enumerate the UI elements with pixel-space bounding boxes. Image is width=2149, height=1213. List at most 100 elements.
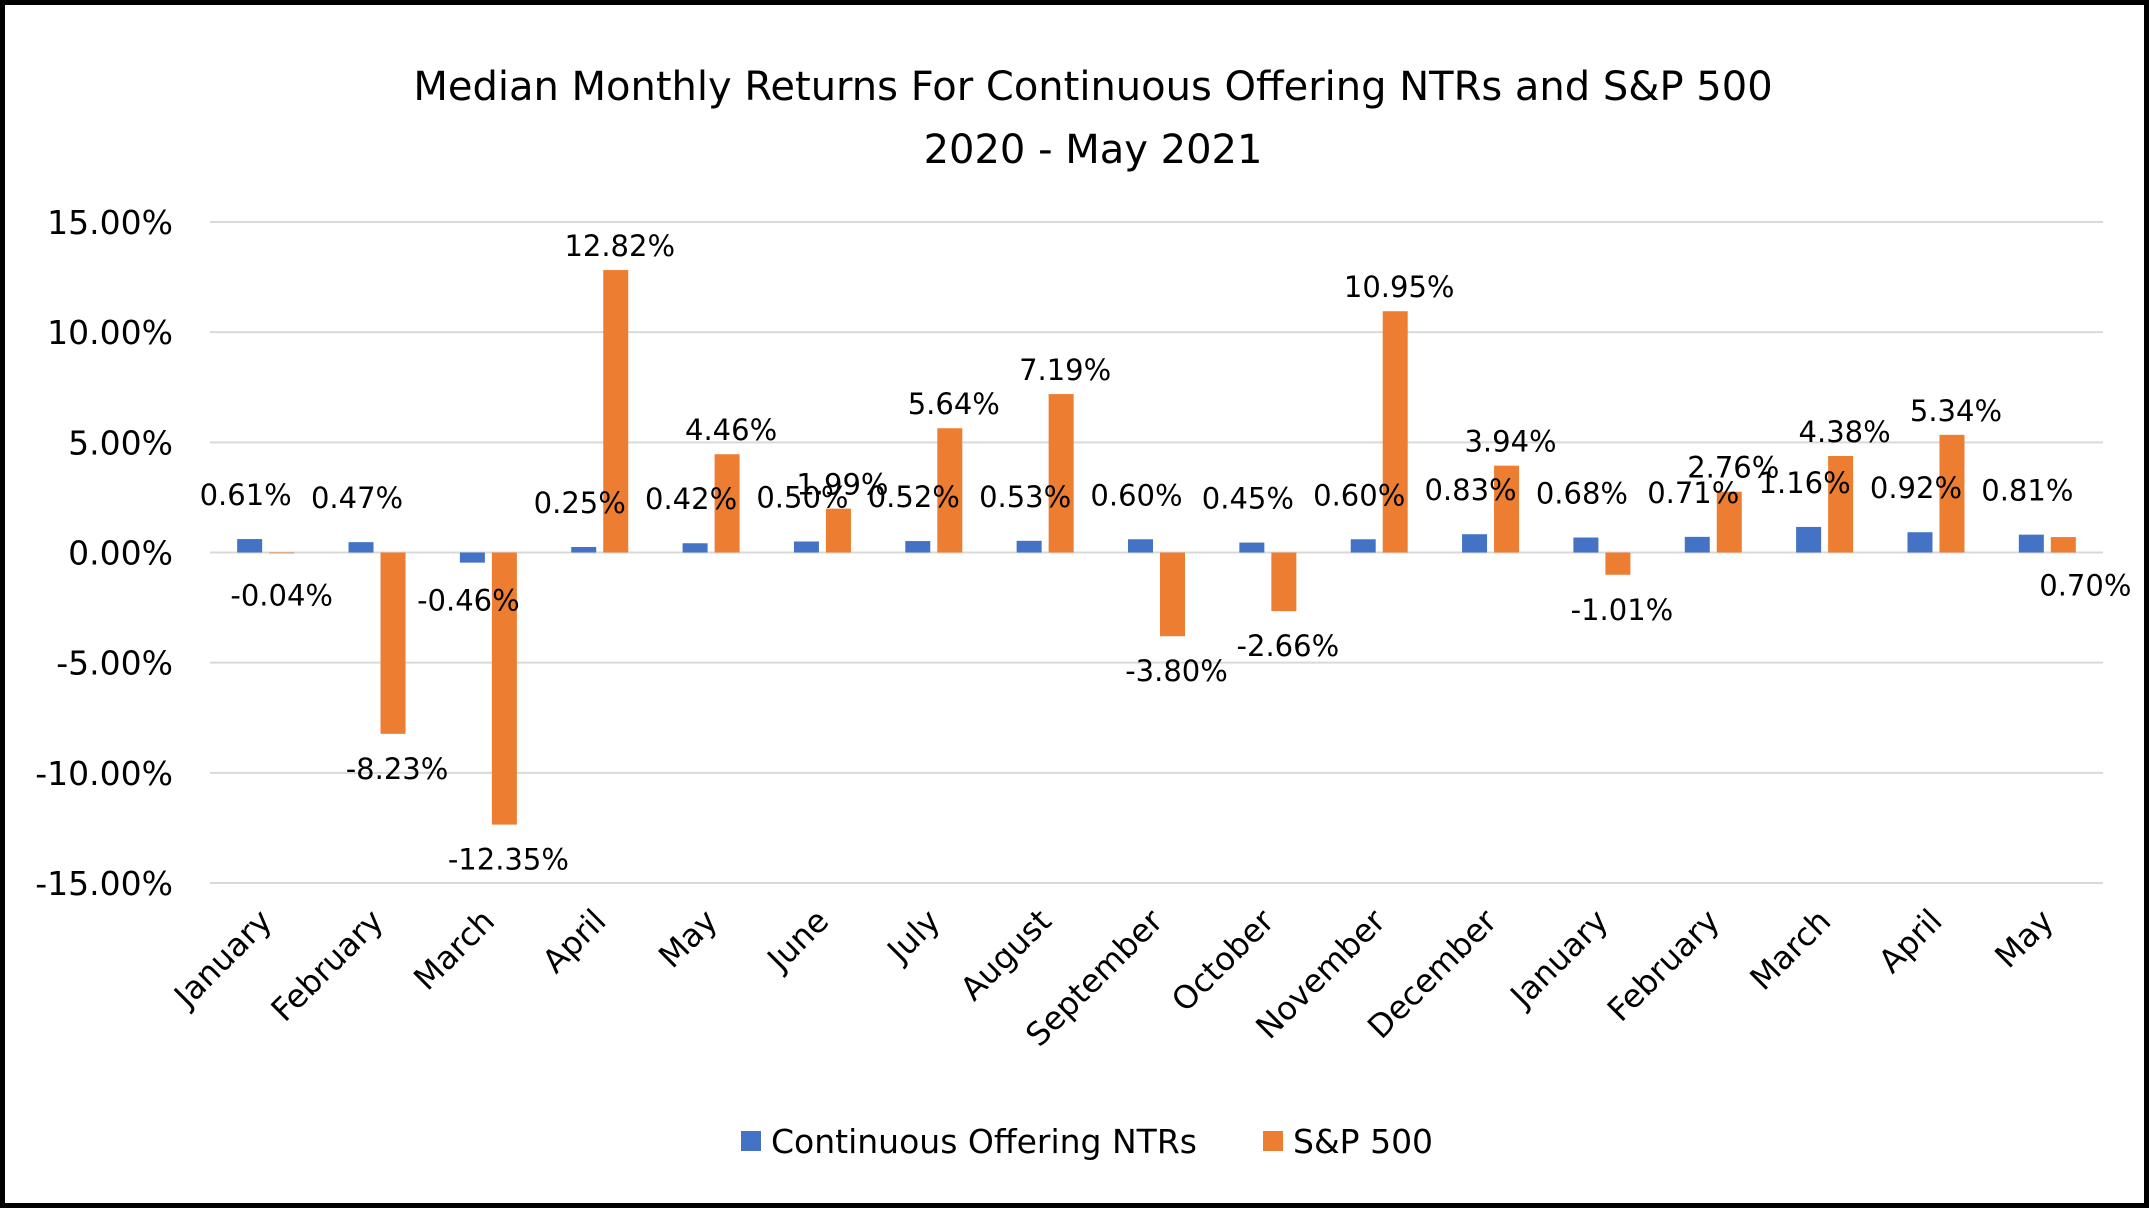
data-label-sp500: 4.38% bbox=[1799, 415, 1891, 449]
data-label-sp500: -0.04% bbox=[230, 579, 333, 613]
data-label-sp500: -3.80% bbox=[1125, 654, 1228, 688]
data-label-ntrs: 0.92% bbox=[1870, 471, 1962, 505]
y-axis-tick-labels: 15.00% 10.00% 5.00% 0.00% -5.00% -10.00% -15.0… bbox=[35, 203, 173, 903]
legend-swatch-sp-500 bbox=[1263, 1131, 1283, 1151]
bar-sp500 bbox=[1271, 552, 1297, 612]
bar-sp500 bbox=[1828, 455, 1854, 553]
bar-sp500 bbox=[1494, 465, 1520, 553]
data-label-sp500: 12.82% bbox=[564, 229, 675, 263]
x-category-label: February bbox=[264, 902, 391, 1029]
x-category-label: May bbox=[1987, 902, 2061, 976]
bar-sp500 bbox=[603, 270, 629, 553]
bar-ntrs bbox=[237, 539, 263, 553]
data-label-sp500: 2.76% bbox=[1687, 451, 1779, 485]
data-label-ntrs: 0.83% bbox=[1424, 473, 1516, 507]
data-label-sp500: 5.64% bbox=[908, 387, 1000, 421]
legend-label-sp-500: S&P 500 bbox=[1293, 1122, 1433, 1161]
bar-ntrs bbox=[1016, 540, 1042, 553]
data-label-sp500: -1.01% bbox=[1571, 593, 1674, 627]
y-tick-label: -10.00% bbox=[35, 754, 173, 793]
data-label-ntrs: 0.47% bbox=[311, 481, 403, 515]
data-label-sp500: -12.35% bbox=[448, 843, 569, 877]
y-tick-label: -15.00% bbox=[35, 864, 173, 903]
data-label-ntrs: 0.71% bbox=[1647, 476, 1739, 510]
bar-ntrs bbox=[1796, 526, 1822, 553]
bar-ntrs bbox=[1907, 532, 1933, 553]
bar-ntrs bbox=[571, 546, 597, 553]
chart-title: Median Monthly Returns For Continuous Of… bbox=[413, 64, 1772, 110]
y-tick-label: 0.00% bbox=[68, 534, 173, 573]
bar-ntrs bbox=[682, 543, 708, 553]
data-label-sp500: 10.95% bbox=[1344, 270, 1455, 304]
data-label-sp500: -8.23% bbox=[346, 752, 449, 786]
data-label-ntrs: -0.46% bbox=[417, 584, 520, 618]
bar-sp500 bbox=[491, 552, 517, 825]
bar-ntrs bbox=[1573, 537, 1599, 553]
x-category-label: April bbox=[535, 902, 614, 981]
data-label-sp500: -2.66% bbox=[1237, 629, 1340, 663]
data-label-ntrs: 1.16% bbox=[1759, 466, 1851, 500]
bar-ntrs bbox=[1684, 536, 1710, 553]
bar-sp500 bbox=[1716, 491, 1742, 553]
data-label-ntrs: 0.60% bbox=[1090, 478, 1182, 512]
data-label-ntrs: 0.61% bbox=[200, 478, 292, 512]
bar-sp500 bbox=[1939, 434, 1965, 553]
bar-sp500 bbox=[937, 428, 963, 553]
data-label-ntrs: 0.42% bbox=[645, 482, 737, 516]
bar-sp500 bbox=[1048, 394, 1074, 553]
y-tick-label: 15.00% bbox=[47, 203, 173, 242]
bar-sp500 bbox=[269, 552, 295, 554]
bar-ntrs bbox=[1462, 534, 1488, 553]
data-label-sp500: 4.46% bbox=[685, 413, 777, 447]
data-label-sp500: 0.70% bbox=[2039, 569, 2131, 603]
data-label-ntrs: 0.25% bbox=[534, 486, 626, 520]
x-category-label: July bbox=[878, 902, 947, 971]
chart-subtitle: 2020 - May 2021 bbox=[924, 127, 1263, 173]
data-label-ntrs: 0.81% bbox=[1981, 474, 2073, 508]
y-tick-label: 5.00% bbox=[68, 423, 173, 462]
x-category-label: April bbox=[1871, 902, 1950, 981]
x-category-label: March bbox=[406, 902, 502, 998]
bar-sp500 bbox=[380, 552, 406, 734]
data-label-sp500: 5.34% bbox=[1910, 394, 2002, 428]
bar-ntrs bbox=[348, 542, 374, 553]
x-category-label: February bbox=[1600, 902, 1727, 1029]
data-label-ntrs: 0.50% bbox=[756, 480, 848, 514]
data-label-sp500: 1.99% bbox=[796, 468, 888, 502]
x-category-label: January bbox=[165, 902, 279, 1016]
bar-sp500 bbox=[1605, 552, 1631, 575]
bar-ntrs bbox=[905, 541, 931, 553]
data-labels: 0.61% -0.04% 0.47% -8.23% -0.46% -12.35% 0.25%… bbox=[200, 229, 2132, 877]
x-category-label: May bbox=[651, 902, 725, 976]
bar-ntrs bbox=[1128, 539, 1153, 553]
data-label-ntrs: 0.52% bbox=[868, 480, 960, 514]
bar-sp500 bbox=[1382, 311, 1408, 553]
bar-ntrs bbox=[793, 541, 819, 553]
legend-swatch-continuous-offering-ntrs bbox=[741, 1131, 761, 1151]
data-label-sp500: 7.19% bbox=[1019, 353, 1111, 387]
gridlines bbox=[210, 221, 2103, 884]
bar-ntrs bbox=[459, 552, 485, 563]
data-label-sp500: 3.94% bbox=[1464, 425, 1556, 459]
x-category-label: October bbox=[1164, 901, 1282, 1019]
bar-sp500 bbox=[825, 508, 851, 553]
y-tick-label: -5.00% bbox=[56, 644, 173, 683]
bar-sp500 bbox=[1160, 552, 1185, 637]
data-label-ntrs: 0.60% bbox=[1313, 478, 1405, 512]
x-category-label: January bbox=[1502, 902, 1616, 1016]
y-tick-label: 10.00% bbox=[47, 313, 173, 352]
x-category-label: March bbox=[1742, 902, 1838, 998]
bar-ntrs bbox=[1239, 542, 1265, 553]
x-category-label: June bbox=[759, 902, 837, 980]
bar-ntrs bbox=[1350, 539, 1376, 553]
bars bbox=[237, 270, 2076, 825]
x-category-label: August bbox=[953, 902, 1059, 1008]
chart-svg: Median Monthly Returns For Continuous Of… bbox=[35, 64, 2132, 1161]
legend: Continuous Offering NTRs S&P 500 bbox=[741, 1122, 1433, 1161]
bar-sp500 bbox=[714, 454, 740, 553]
bar-sp500 bbox=[2050, 537, 2076, 553]
data-label-ntrs: 0.68% bbox=[1536, 477, 1628, 511]
bar-ntrs bbox=[2018, 534, 2044, 553]
